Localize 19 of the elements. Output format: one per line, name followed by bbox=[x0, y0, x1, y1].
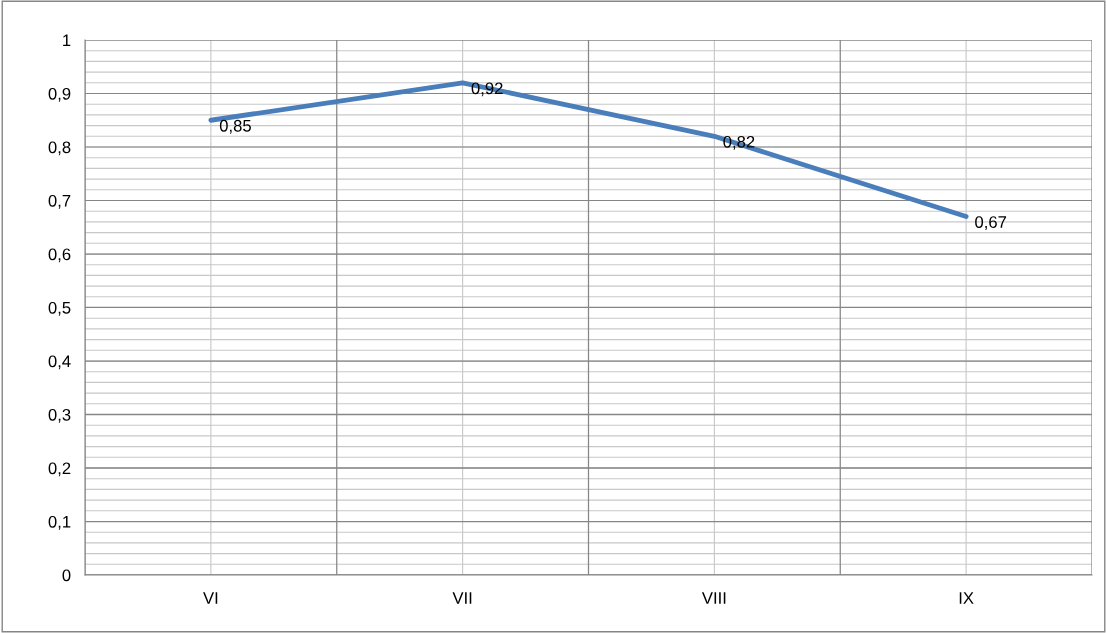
y-tick-label: 0,8 bbox=[48, 141, 71, 156]
y-tick-label: 0,9 bbox=[48, 87, 71, 102]
x-tick-label: IX bbox=[959, 592, 974, 604]
x-tick-label: VII bbox=[452, 592, 472, 604]
x-tick-label: VIII bbox=[701, 592, 726, 604]
data-label: 0,82 bbox=[723, 135, 755, 150]
y-tick-label: 0,2 bbox=[48, 462, 71, 477]
data-label: 0,67 bbox=[975, 216, 1007, 230]
y-tick-label: 0,7 bbox=[48, 194, 71, 209]
x-tick-label: VI bbox=[203, 592, 218, 604]
y-tick-label: 1 bbox=[63, 34, 71, 47]
y-tick-label: 0,3 bbox=[48, 408, 71, 423]
y-tick-label: 0 bbox=[62, 569, 71, 582]
data-label: 0,85 bbox=[219, 119, 251, 134]
y-tick-label: 0,4 bbox=[48, 355, 71, 370]
line-series bbox=[208, 80, 969, 219]
y-tick-label: 0,6 bbox=[48, 248, 71, 263]
y-tick-label: 0,5 bbox=[48, 301, 71, 316]
y-tick-label: 0,1 bbox=[48, 515, 71, 530]
